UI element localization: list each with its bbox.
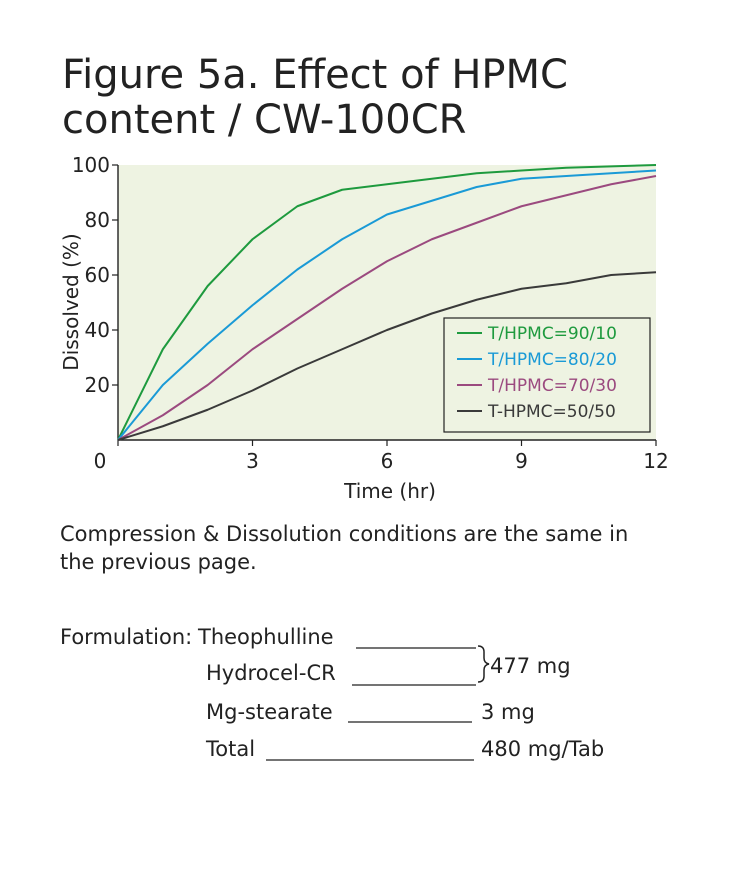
legend-label: T-HPMC=50/50 <box>487 402 616 422</box>
x-tick-label: 3 <box>246 449 259 473</box>
legend-label: T/HPMC=70/30 <box>487 376 617 396</box>
x-tick-label: 12 <box>643 449 668 473</box>
legend-label: T/HPMC=90/10 <box>487 324 617 344</box>
formulation-label: Formulation: <box>60 625 192 649</box>
amount: 3 mg <box>481 700 535 724</box>
legend-label: T/HPMC=80/20 <box>487 350 617 370</box>
series-line <box>117 164 657 441</box>
y-tick-label: 100 <box>72 153 110 177</box>
x-tick-label: 0 <box>94 449 107 473</box>
note-line: the previous page. <box>60 550 257 574</box>
series-line <box>117 271 657 441</box>
note-line: Compression & Dissolution conditions are… <box>60 522 628 546</box>
y-tick-label: 40 <box>85 318 110 342</box>
x-axis-label: Time (hr) <box>343 479 436 503</box>
title-line: Figure 5a. Effect of HPMC <box>62 52 568 98</box>
y-tick-label: 20 <box>85 373 110 397</box>
ingredient: Hydrocel-CR <box>206 661 336 685</box>
y-axis-label: Dissolved (%) <box>59 233 83 370</box>
ingredient: Mg-stearate <box>206 700 333 724</box>
x-tick-label: 6 <box>381 449 394 473</box>
series-line <box>117 175 657 441</box>
y-tick-label: 60 <box>85 263 110 287</box>
series-line <box>117 169 657 441</box>
amount: 477 mg <box>490 654 571 678</box>
ingredient: Total <box>205 737 255 761</box>
amount: 480 mg/Tab <box>481 737 604 761</box>
y-tick-label: 80 <box>85 208 110 232</box>
x-tick-label: 9 <box>515 449 528 473</box>
plot-area <box>118 165 656 440</box>
legend-box <box>443 317 651 433</box>
title-line: content / CW-100CR <box>62 97 466 143</box>
ingredient: Theophulline <box>197 625 334 649</box>
brace <box>477 645 490 683</box>
